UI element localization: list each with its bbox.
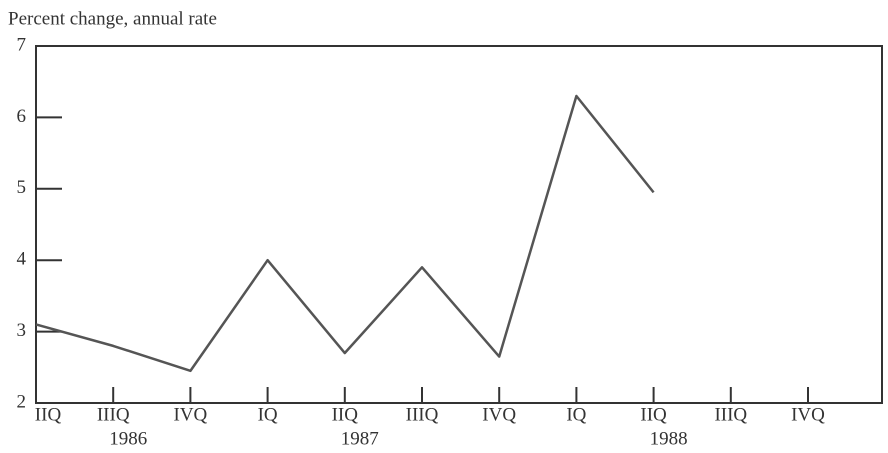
- year-label: 1986: [109, 428, 147, 449]
- x-tick-label: IVQ: [482, 404, 516, 425]
- x-tick-label: IQ: [566, 404, 586, 425]
- year-label: 1988: [650, 428, 688, 449]
- x-tick-label: IIIQ: [714, 404, 747, 425]
- x-tick-label: IIQ: [35, 404, 62, 425]
- x-tick-label: IIIQ: [97, 404, 130, 425]
- y-tick-label: 6: [17, 106, 27, 127]
- x-tick-label: IIIQ: [406, 404, 439, 425]
- year-label: 1987: [341, 428, 379, 449]
- y-tick-label: 5: [17, 177, 27, 198]
- data-line: [35, 94, 655, 373]
- x-tick-label: IQ: [258, 404, 278, 425]
- x-tick-label: IVQ: [791, 404, 825, 425]
- x-tick-label: IIQ: [332, 404, 359, 425]
- x-tick-label: IVQ: [174, 404, 208, 425]
- y-tick-label: 4: [17, 249, 27, 270]
- y-tick-label: 3: [17, 320, 27, 341]
- x-tick-label: IIQ: [640, 404, 667, 425]
- y-tick-label: 7: [17, 34, 27, 55]
- plot-frame: [35, 45, 883, 404]
- y-axis-label: Percent change, annual rate: [8, 8, 217, 29]
- y-tick-label: 2: [17, 391, 27, 412]
